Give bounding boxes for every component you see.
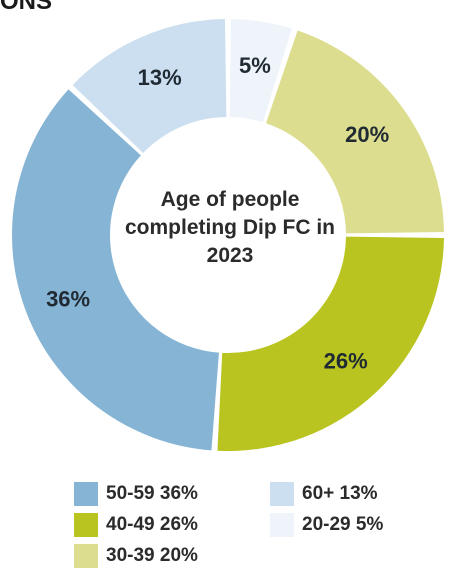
slice-label-50-59: 36% [46, 286, 90, 311]
slice-label-30-39: 20% [345, 122, 389, 147]
legend-item-60-plus: 60+ 13% [270, 482, 378, 506]
legend-item-50-59: 50-59 36% [74, 482, 198, 506]
legend-swatch-30-39 [74, 544, 98, 568]
legend-swatch-20-29 [270, 513, 294, 537]
page-heading-fragment: ONS [0, 0, 53, 15]
legend: 50-59 36% 60+ 13% 40-49 26% 20-29 5% 30-… [74, 482, 444, 568]
legend-swatch-50-59 [74, 482, 98, 506]
legend-swatch-40-49 [74, 513, 98, 537]
donut-chart: 5% 20% 26% 36% 13% [11, 19, 444, 451]
legend-label-60-plus: 60+ 13% [302, 483, 378, 504]
legend-label-40-49: 40-49 26% [106, 514, 198, 535]
legend-label-50-59: 50-59 36% [106, 483, 198, 504]
donut-slice-30-39 [266, 30, 444, 234]
chart-title: Age of people completing Dip FC in 2023 [125, 188, 335, 267]
legend-swatch-60-plus [270, 482, 294, 506]
legend-label-30-39: 30-39 20% [106, 545, 198, 566]
legend-label-20-29: 20-29 5% [302, 514, 384, 535]
slice-label-40-49: 26% [324, 348, 368, 373]
slice-label-20-29: 5% [239, 53, 271, 78]
donut-slice-50-59 [11, 89, 219, 451]
legend-item-20-29: 20-29 5% [270, 513, 383, 537]
donut-slice-40-49 [217, 236, 444, 451]
donut-slice-20-29 [229, 19, 292, 123]
slice-label-60-plus: 13% [138, 65, 182, 90]
legend-item-30-39: 30-39 20% [74, 544, 198, 568]
donut-slice-60-plus [72, 19, 227, 154]
legend-item-40-49: 40-49 26% [74, 513, 198, 537]
